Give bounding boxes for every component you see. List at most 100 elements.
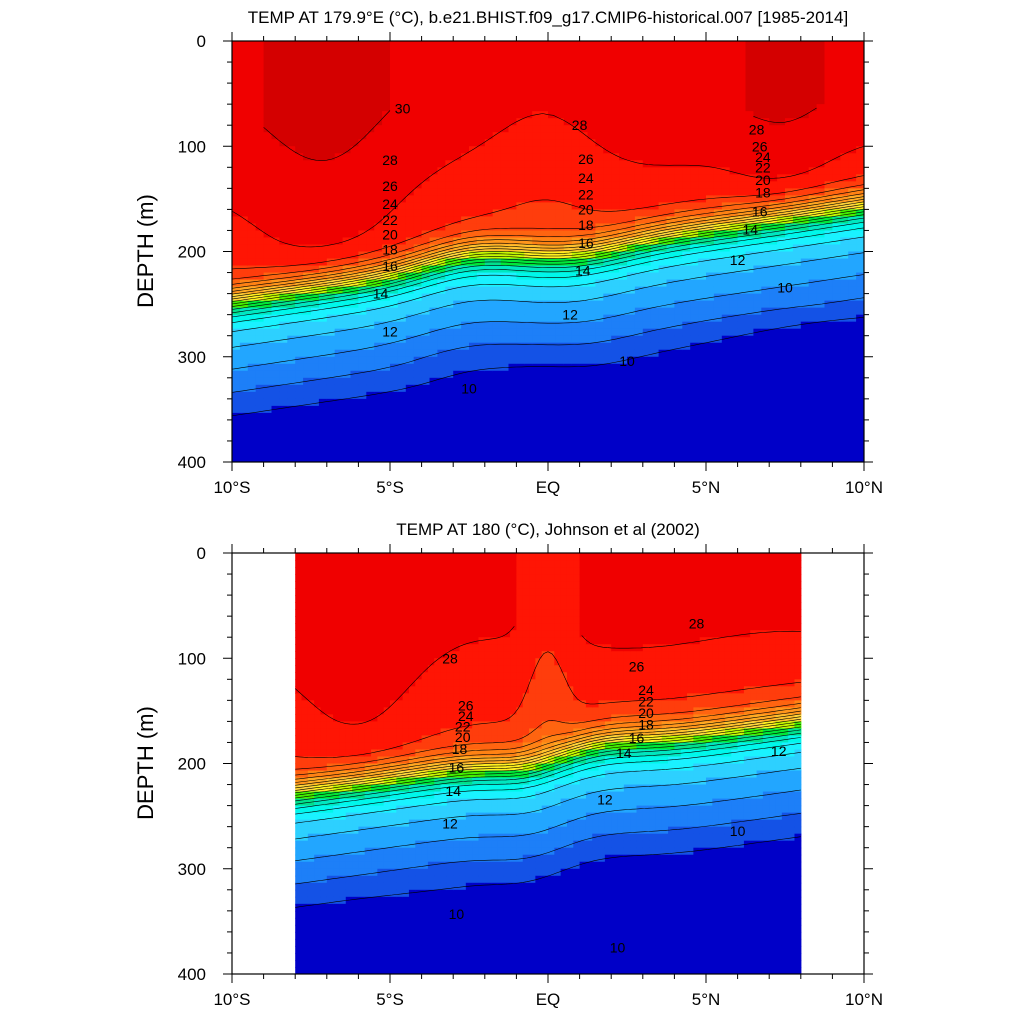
- contour-fill-cell: [492, 377, 502, 386]
- contour-fill-cell: [840, 48, 849, 56]
- contour-fill-cell: [239, 300, 249, 309]
- contour-fill-cell: [563, 426, 573, 435]
- contour-fill-cell: [548, 146, 557, 154]
- contour-fill-cell: [540, 419, 549, 428]
- contour-fill-cell: [840, 314, 849, 323]
- contour-fill-cell: [516, 174, 525, 182]
- contour-fill-cell: [445, 419, 454, 428]
- contour-fill-cell: [413, 433, 423, 442]
- contour-fill-cell: [785, 384, 794, 393]
- contour-fill-cell: [532, 104, 541, 112]
- contour-fill-cell: [492, 412, 502, 421]
- contour-fill-cell: [729, 265, 739, 274]
- contour-fill-cell: [421, 237, 431, 246]
- contour-fill-cell: [334, 307, 344, 316]
- contour-fill-cell: [461, 440, 470, 449]
- contour-fill-cell: [800, 209, 810, 218]
- contour-fill-cell: [382, 349, 391, 358]
- contour-fill-cell: [627, 209, 636, 218]
- contour-fill-cell: [848, 244, 857, 253]
- contour-fill-cell: [405, 174, 415, 182]
- contour-fill-cell: [548, 293, 557, 302]
- contour-fill-cell: [619, 160, 628, 168]
- contour-fill-cell: [366, 307, 375, 316]
- contour-fill-cell: [840, 384, 849, 393]
- contour-fill-cell: [516, 223, 525, 232]
- contour-fill-cell: [232, 272, 241, 281]
- contour-fill-cell: [405, 195, 415, 203]
- contour-fill-cell: [642, 202, 652, 210]
- contour-fill-cell: [374, 188, 383, 196]
- contour-fill-cell: [540, 55, 549, 63]
- contour-fill-cell: [476, 139, 486, 147]
- contour-fill-cell: [500, 209, 510, 218]
- contour-fill-cell: [745, 328, 754, 337]
- contour-fill-cell: [642, 300, 652, 309]
- contour-fill-cell: [737, 90, 747, 98]
- contour-fill-cell: [532, 55, 541, 63]
- contour-fill-cell: [587, 83, 596, 91]
- contour-fill-cell: [753, 111, 762, 119]
- contour-fill-cell: [690, 335, 699, 344]
- contour-fill-cell: [374, 125, 383, 133]
- contour-fill-cell: [532, 48, 541, 56]
- contour-fill-cell: [239, 426, 249, 435]
- contour-fill-cell: [761, 132, 770, 140]
- contour-fill-cell: [508, 384, 517, 393]
- contour-fill-cell: [785, 265, 794, 274]
- contour-fill-cell: [563, 97, 573, 105]
- contour-fill-cell: [311, 83, 320, 91]
- contour-fill-cell: [658, 76, 668, 84]
- contour-fill-cell: [619, 426, 628, 435]
- contour-fill-cell: [437, 258, 446, 267]
- contour-fill-cell: [840, 41, 849, 49]
- contour-label: 22: [755, 159, 771, 175]
- contour-fill-cell: [421, 258, 431, 267]
- contour-fill-cell: [769, 286, 778, 295]
- contour-fill-cell: [792, 342, 802, 351]
- contour-fill-cell: [587, 426, 596, 435]
- contour-fill-cell: [627, 370, 636, 379]
- contour-fill-cell: [729, 104, 739, 112]
- contour-fill-cell: [563, 363, 573, 372]
- contour-fill-cell: [453, 342, 462, 351]
- contour-fill-cell: [848, 433, 857, 442]
- contour-fill-cell: [816, 195, 826, 203]
- contour-fill-cell: [405, 377, 415, 386]
- contour-fill-cell: [627, 440, 636, 449]
- contour-fill-cell: [642, 335, 652, 344]
- contour-fill-cell: [706, 447, 715, 456]
- contour-fill-cell: [761, 97, 770, 105]
- contour-fill-cell: [856, 251, 864, 260]
- contour-fill-cell: [729, 97, 739, 105]
- contour-fill-cell: [484, 433, 494, 442]
- contour-fill-cell: [761, 272, 770, 281]
- contour-fill-cell: [358, 447, 367, 456]
- contour-fill-cell: [745, 202, 754, 210]
- contour-fill-cell: [350, 195, 359, 203]
- contour-fill-cell: [484, 62, 494, 70]
- contour-fill-cell: [508, 419, 517, 428]
- contour-fill-cell: [808, 419, 818, 428]
- contour-fill-cell: [358, 174, 367, 182]
- contour-fill-cell: [287, 139, 296, 147]
- contour-fill-cell: [476, 349, 486, 358]
- contour-fill-cell: [532, 69, 541, 77]
- contour-fill-cell: [769, 132, 778, 140]
- contour-fill-cell: [516, 314, 525, 323]
- contour-fill-cell: [753, 335, 762, 344]
- contour-fill-cell: [342, 328, 352, 337]
- contour-fill-cell: [698, 202, 707, 210]
- contour-fill-cell: [595, 300, 604, 309]
- contour-fill-cell: [579, 370, 589, 379]
- contour-fill-cell: [255, 195, 265, 203]
- contour-fill-cell: [437, 321, 446, 330]
- contour-fill-cell: [650, 300, 660, 309]
- contour-fill-cell: [484, 188, 494, 196]
- contour-fill-cell: [721, 188, 731, 196]
- contour-fill-cell: [287, 426, 296, 435]
- contour-fill-cell: [690, 230, 699, 239]
- contour-fill-cell: [777, 209, 786, 218]
- contour-fill-cell: [445, 160, 454, 168]
- contour-fill-cell: [318, 62, 328, 70]
